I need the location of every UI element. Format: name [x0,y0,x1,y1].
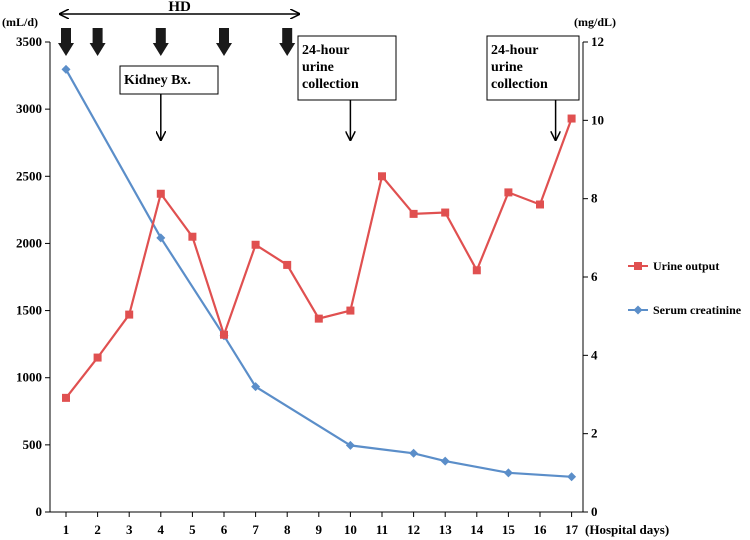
data-point [251,240,260,249]
y-right-tick-label: 8 [591,191,598,206]
hd-session-arrow-icon [58,28,74,56]
y-left-tick-label: 2000 [16,235,42,250]
hd-session-arrow-icon [152,28,169,56]
y-right-tick-label: 4 [591,347,598,362]
callout-label: 24-hour [302,43,349,58]
y-left-tick-label: 1000 [16,370,42,385]
series-line [65,68,572,478]
x-tick-label: 2 [94,522,101,537]
x-tick-label: 7 [252,522,259,537]
hd-session-arrow-icon [89,28,106,56]
legend-marker [634,262,642,270]
data-point [220,330,228,339]
legend-label: Urine output [653,259,719,273]
data-point [345,440,355,450]
hd-session-arrow-icon [279,28,296,56]
y-left-tick-label: 3500 [16,34,42,49]
y-right-tick-label: 6 [591,269,598,284]
legend-item-serum-creatinine: Serum creatinine [628,303,742,317]
callout: 24-hour urine collection [297,35,397,140]
x-tick-label: 17 [565,522,579,537]
x-tick-label: 13 [439,522,453,537]
callout: Kidney Bx. [119,65,219,140]
callout-label: urine [491,60,523,75]
data-point [125,310,134,319]
y-left-unit-label: (mL/d) [2,15,38,29]
y-right-tick-label: 2 [591,426,598,441]
callout-label: collection [491,77,548,92]
hd-label: HD [168,0,191,15]
x-tick-label: 11 [376,522,388,537]
data-point [156,233,166,243]
callout-label: 24-hour [491,43,538,58]
callout-box [486,35,580,101]
y-left-tick-label: 1500 [16,303,42,318]
legend-label: Serum creatinine [653,303,742,317]
data-point [188,232,197,241]
x-tick-label: 8 [284,522,291,537]
callout-box [297,35,397,101]
x-tick-label: 12 [407,522,420,537]
data-point [472,266,481,275]
y-right-unit-label: (mg/dL) [574,15,616,29]
data-point [503,468,513,478]
callout-label: collection [302,77,359,92]
data-point [251,382,261,392]
data-point [440,456,450,466]
x-tick-label: 3 [126,522,133,537]
data-point [156,189,165,198]
data-point [409,448,419,458]
x-tick-label: 6 [221,522,228,537]
x-tick-label: 10 [344,522,357,537]
data-point [346,306,355,315]
series-urine-output [62,114,576,402]
x-tick-label: 1 [63,522,70,537]
x-tick-label: 14 [470,522,484,537]
data-point [441,208,450,217]
x-tick-label: 4 [158,522,165,537]
legend-marker [633,305,643,315]
callout-label: Kidney Bx. [124,73,191,88]
data-point [567,472,577,482]
data-point [504,188,513,197]
data-point [61,64,71,74]
x-tick-label: 5 [189,522,196,537]
x-axis-label: (Hospital days) [585,522,669,537]
data-point [314,314,323,323]
data-point [378,172,386,181]
y-left-tick-label: 500 [23,437,43,452]
y-right-tick-label: 0 [591,504,598,519]
x-tick-label: 15 [502,522,516,537]
y-left-tick-label: 3000 [16,101,42,116]
y-left-tick-label: 0 [36,504,43,519]
data-point [409,209,418,218]
data-point [567,114,576,123]
callout: 24-hour urine collection [486,35,580,140]
series-line [65,118,573,399]
data-point [93,353,102,362]
data-point [536,200,544,209]
series-serum-creatinine [61,64,577,482]
callout-label: urine [302,60,334,75]
data-point [283,260,292,269]
y-right-tick-label: 10 [591,112,604,127]
legend-item-urine-output: Urine output [628,259,719,273]
series-layer [61,64,577,482]
x-tick-label: 9 [316,522,323,537]
hd-session-arrow-icon [216,28,232,56]
legend: Urine output Serum creatinine [628,259,742,317]
data-point [62,393,70,402]
callout-box [119,65,219,95]
y-right-tick-label: 12 [591,34,604,49]
x-tick-label: 16 [534,522,548,537]
y-left-tick-label: 2500 [16,168,42,183]
